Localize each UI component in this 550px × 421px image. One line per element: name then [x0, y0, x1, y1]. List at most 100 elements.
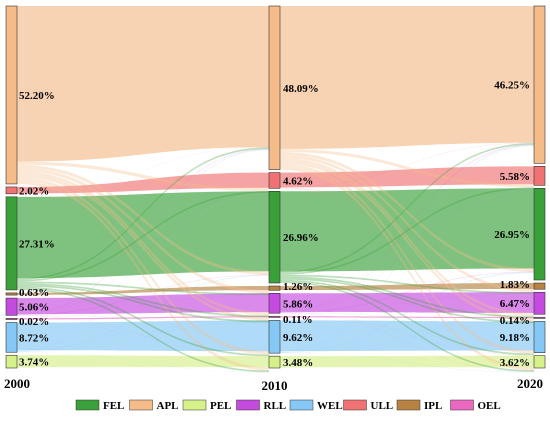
flow-ipl-to-apl-2000 [17, 148, 269, 295]
flow-apl-2010-2020 [280, 6, 534, 149]
flow-rll-to-apl-2010 [280, 144, 534, 313]
flow-rll-to-pel-2010 [280, 313, 534, 373]
flow-oel-to-ull-2010 [280, 189, 534, 318]
flow-ull-to-oel-2000 [17, 193, 269, 321]
flow-oel-to-ull-2000 [17, 192, 269, 320]
flow-ull-to-ipl-2000 [17, 193, 269, 294]
flow-rll-to-oel-2000 [17, 315, 269, 323]
value-label-ull-2000: 2.02% [19, 185, 49, 197]
node-ull-2010 [268, 172, 281, 189]
legend-swatch-fel [75, 399, 100, 411]
flow-fel-to-oel-2010 [280, 278, 534, 324]
flow-oel-2010-2020 [280, 316, 534, 319]
flow-fel-to-ipl-2000 [17, 281, 269, 296]
flow-fel-to-pel-2000 [17, 288, 269, 373]
value-label-ipl-2000: 0.63% [19, 287, 49, 299]
flow-wel-to-apl-2010 [280, 145, 534, 352]
flow-rll-to-fel-2010 [280, 271, 534, 313]
flow-apl-2000-2010 [17, 6, 269, 162]
flow-ull-to-ipl-2010 [280, 187, 534, 292]
flow-pel-to-ipl-2010 [280, 293, 534, 368]
node-oel-2020 [533, 316, 546, 319]
legend-label-wel: WEL [317, 400, 343, 412]
legend-swatch-apl [129, 399, 153, 411]
flow-apl-to-wel-2010 [280, 163, 534, 354]
value-label-oel-2010: 0.11% [283, 314, 313, 326]
flow-fel-2010-2020 [280, 188, 534, 272]
year-label-2010: 2010 [262, 378, 288, 393]
node-oel-2000 [5, 318, 18, 320]
flow-rll-to-ipl-2010 [280, 293, 534, 313]
legend-label-ipl: IPL [424, 400, 442, 412]
flow-ipl-to-wel-2010 [280, 290, 534, 356]
flow-apl-to-oel-2000 [17, 174, 269, 321]
flow-fel-to-wel-2010 [280, 279, 534, 356]
legend-swatch-pel [182, 399, 207, 411]
flow-fel-to-ipl-2010 [280, 274, 534, 294]
flow-pel-to-ull-2010 [280, 189, 534, 368]
legend-swatch-ull [343, 399, 367, 411]
flow-pel-to-ull-2000 [17, 193, 269, 368]
flow-pel-to-fel-2010 [280, 272, 534, 368]
flow-ull-to-pel-2000 [17, 193, 269, 371]
flow-wel-to-ull-2000 [17, 192, 269, 352]
node-apl-2020 [533, 5, 546, 164]
flow-oel-to-fel-2000 [17, 274, 269, 320]
flow-wel-to-oel-2010 [280, 323, 534, 353]
flow-fel-to-rll-2000 [17, 283, 269, 318]
flow-apl-to-ull-2010 [280, 148, 534, 188]
flow-oel-to-pel-2010 [280, 317, 534, 373]
flow-fel-to-apl-2000 [17, 147, 269, 280]
flow-ipl-to-oel-2010 [280, 290, 534, 324]
value-label-ull-2020: 5.58% [500, 171, 530, 183]
flow-oel-to-rll-2000 [17, 317, 269, 320]
flow-apl-to-ipl-2000 [17, 167, 269, 294]
legend-label-pel: PEL [210, 400, 231, 412]
legend-label-ull: ULL [371, 400, 394, 412]
flow-ull-to-rll-2010 [280, 187, 534, 316]
flow-oel-to-fel-2010 [280, 272, 534, 318]
value-label-ipl-2020: 1.83% [500, 279, 530, 291]
flow-ipl-to-rll-2000 [17, 295, 269, 318]
flow-pel-to-oel-2010 [280, 323, 534, 368]
flow-fel-to-rll-2010 [280, 276, 534, 318]
flow-ipl-to-fel-2000 [17, 274, 269, 296]
flow-ull-to-apl-2000 [17, 147, 269, 194]
flow-fel-to-apl-2010 [280, 143, 534, 274]
flow-ipl-2010-2020 [280, 283, 534, 291]
node-wel-2010 [268, 320, 281, 354]
flow-oel-2000-2010 [17, 316, 269, 320]
value-label-apl-2020: 46.25% [494, 80, 530, 92]
node-ull-2020 [533, 166, 546, 186]
flow-wel-to-pel-2000 [17, 352, 269, 373]
flow-pel-to-apl-2000 [17, 149, 269, 368]
flow-rll-to-apl-2000 [17, 149, 269, 315]
flow-wel-2000-2010 [17, 320, 269, 352]
value-label-rll-2000: 5.06% [19, 302, 49, 314]
flow-oel-to-pel-2000 [17, 319, 269, 373]
flow-ull-2000-2010 [17, 172, 269, 194]
flow-wel-to-ipl-2000 [17, 295, 269, 352]
node-fel-2020 [533, 188, 546, 281]
flow-apl-to-rll-2010 [280, 157, 534, 316]
node-pel-2010 [268, 355, 281, 369]
flow-ull-to-apl-2010 [280, 142, 534, 188]
flow-rll-to-wel-2010 [280, 313, 534, 356]
flow-apl-to-ipl-2010 [280, 154, 534, 292]
value-label-pel-2020: 3.62% [500, 357, 530, 369]
node-fel-2010 [268, 191, 281, 284]
flow-pel-2000-2010 [17, 355, 269, 368]
flow-fel-to-pel-2010 [280, 281, 534, 372]
value-label-apl-2010: 48.09% [283, 83, 319, 95]
flow-ull-to-oel-2010 [280, 188, 534, 322]
node-apl-2000 [5, 5, 18, 185]
flow-rll-to-ull-2010 [280, 188, 534, 313]
flow-ull-to-pel-2010 [280, 188, 534, 371]
flow-ipl-to-pel-2010 [280, 290, 534, 372]
flow-apl-to-ull-2000 [17, 161, 269, 192]
flow-rll-to-ipl-2000 [17, 295, 269, 316]
flow-apl-to-wel-2000 [17, 177, 269, 355]
flow-fel-to-ull-2000 [17, 191, 269, 282]
flow-pel-to-apl-2010 [280, 145, 534, 368]
node-layer [5, 5, 546, 369]
